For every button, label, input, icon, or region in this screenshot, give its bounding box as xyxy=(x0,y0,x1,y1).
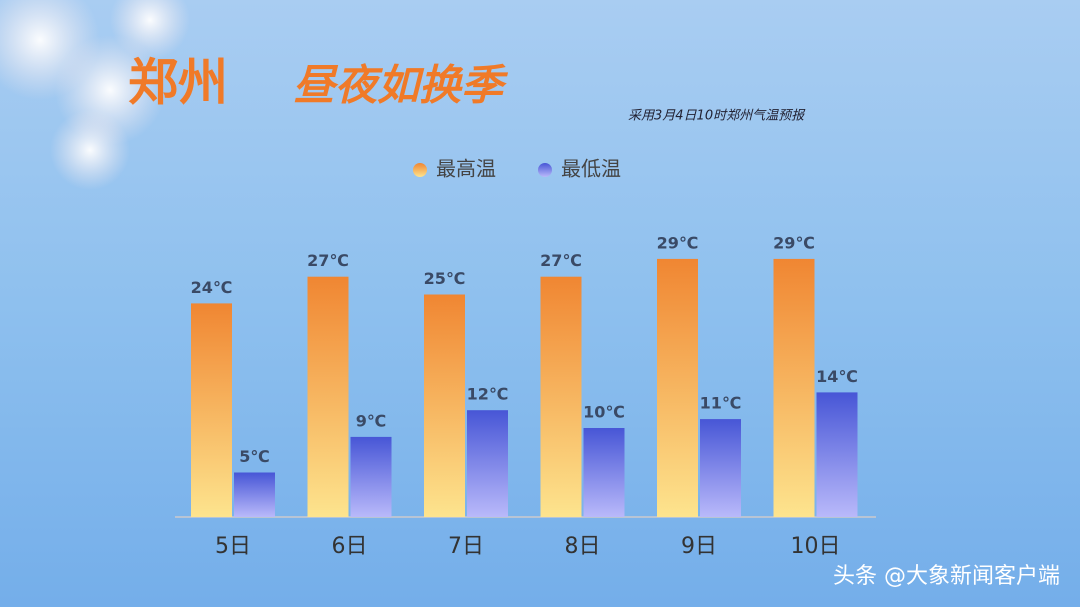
bar xyxy=(234,472,275,517)
data-label: 27℃ xyxy=(540,251,582,270)
blossom xyxy=(0,0,190,190)
bar xyxy=(350,436,392,517)
x-tick-label: 9日 xyxy=(681,534,717,559)
bar xyxy=(816,392,858,517)
bar xyxy=(700,419,741,517)
data-label: 25℃ xyxy=(424,269,466,288)
subtitle: 昼夜如换季 xyxy=(293,61,509,110)
data-label: 29℃ xyxy=(773,233,815,252)
legend-swatch xyxy=(538,163,552,177)
legend-swatch xyxy=(413,163,427,177)
data-label: 9℃ xyxy=(356,411,387,430)
data-label: 27℃ xyxy=(307,251,349,270)
x-tick-label: 10日 xyxy=(791,534,841,559)
data-label: 5℃ xyxy=(239,447,270,466)
bar xyxy=(467,410,508,517)
bar xyxy=(773,258,815,517)
x-tick-label: 8日 xyxy=(565,534,601,559)
bar xyxy=(307,276,349,517)
legend-label: 最高温 xyxy=(436,157,496,181)
bar xyxy=(657,258,698,517)
bar xyxy=(191,303,232,517)
x-tick-label: 7日 xyxy=(448,534,484,559)
legend-label: 最低温 xyxy=(561,157,621,181)
x-tick-label: 6日 xyxy=(332,534,368,559)
title: 郑州 xyxy=(128,54,228,112)
note: 采用3月4日10时郑州气温预报 xyxy=(628,109,806,124)
data-label: 12℃ xyxy=(467,385,509,404)
bar xyxy=(540,276,582,517)
data-label: 14℃ xyxy=(816,367,858,386)
bar xyxy=(583,428,625,517)
data-label: 11℃ xyxy=(700,394,742,413)
watermark: 头条 @大象新闻客户端 xyxy=(833,564,1060,589)
bar xyxy=(424,294,465,517)
data-label: 10℃ xyxy=(583,403,625,422)
x-tick-label: 5日 xyxy=(215,534,251,559)
data-label: 29℃ xyxy=(657,233,699,252)
data-label: 24℃ xyxy=(191,278,233,297)
